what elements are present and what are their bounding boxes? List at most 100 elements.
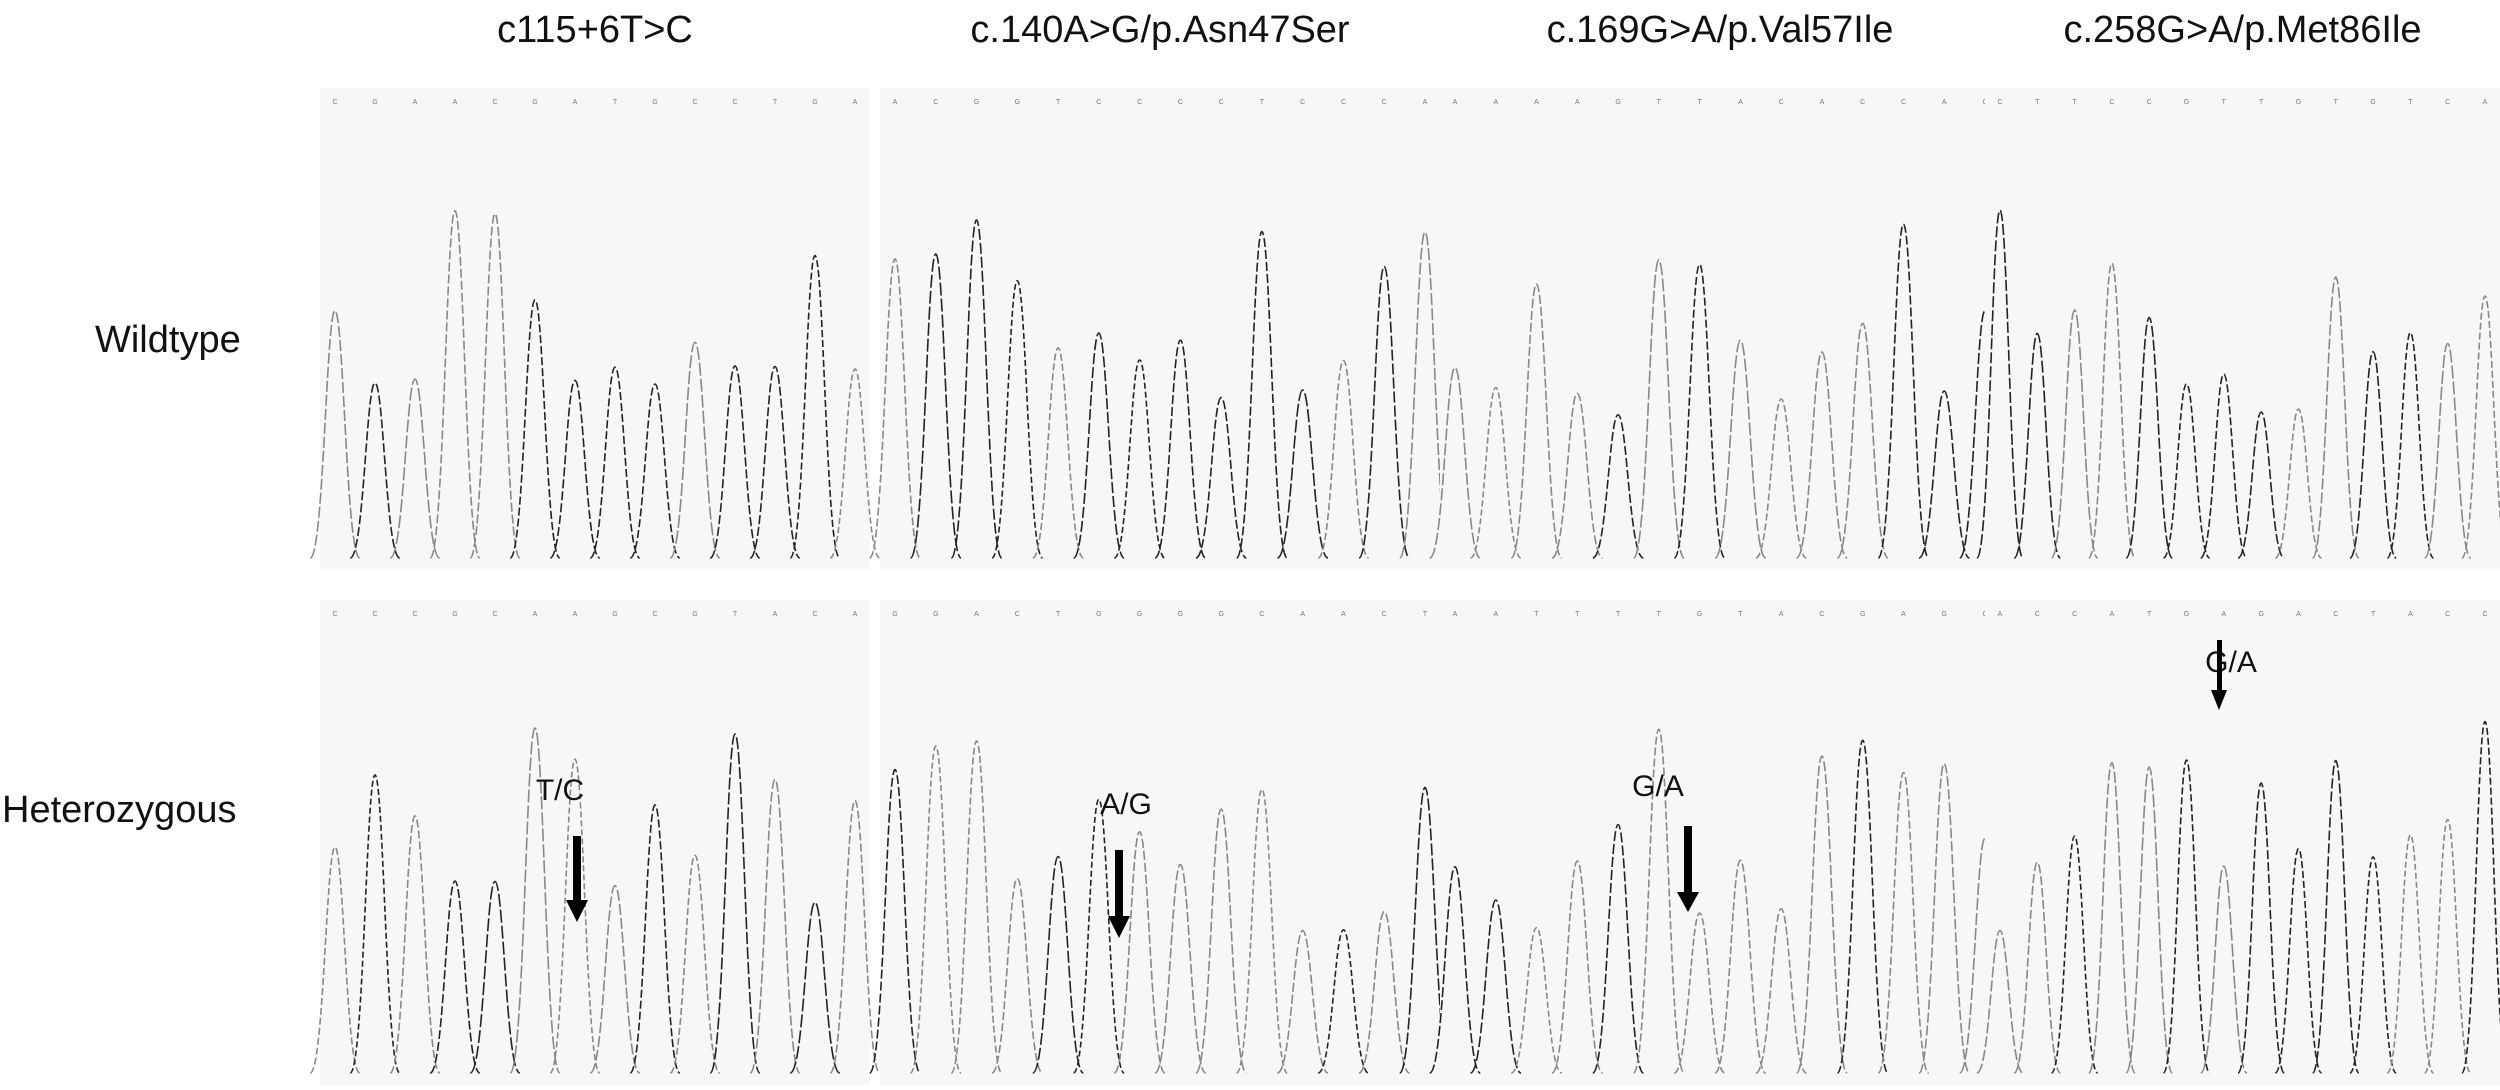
base-call-letter: T — [2035, 99, 2040, 106]
base-call-letter: G — [1137, 611, 1142, 618]
trace-peak — [2013, 861, 2062, 1074]
base-call-letter: C — [1819, 611, 1824, 618]
trace-peak — [1469, 386, 1522, 559]
base-call-letter: G — [892, 611, 897, 618]
base-call-letter: A — [1453, 611, 1458, 618]
arrow-down-icon — [1108, 850, 1130, 938]
base-call-letter: C — [1901, 99, 1906, 106]
base-call-letter: G — [1178, 611, 1183, 618]
base-call-letter: C — [1997, 99, 2002, 106]
base-call-letter: A — [1820, 99, 1825, 106]
trace-peak — [1795, 755, 1848, 1074]
base-call-letter: C — [732, 99, 737, 106]
base-call-letter: A — [533, 611, 538, 618]
trace-peak — [469, 880, 521, 1074]
base-call-letter: C — [492, 99, 497, 106]
base-call-letter: A — [1341, 611, 1346, 618]
base-call-letter: G — [1615, 99, 1620, 106]
trace-peak — [2311, 276, 2360, 559]
base-call-letter: T — [1575, 611, 1580, 618]
base-call-letter: A — [2221, 611, 2226, 618]
base-call-letter: T — [2371, 611, 2376, 618]
base-call-letter: C — [1178, 99, 1183, 106]
trace-peak — [709, 365, 761, 559]
trace-peak — [1755, 907, 1808, 1074]
base-call-letter: C — [332, 611, 337, 618]
trace-peak — [2349, 350, 2397, 559]
base-call-letter: G — [1697, 611, 1702, 618]
base-call-letter: A — [2296, 611, 2301, 618]
trace-peak — [2386, 331, 2435, 559]
base-call-letter: C — [1341, 99, 1346, 106]
chromatogram-heterozygous-2: G G A C T G G G G C A A C T A/G — [868, 600, 1452, 1085]
column-title-4: c.258G>A/p.Met86Ile — [2063, 9, 2422, 51]
trace-peak — [309, 309, 361, 559]
base-call-letter: C — [1382, 99, 1387, 106]
trace-peak — [1877, 223, 1930, 559]
base-call-letter: T — [1056, 99, 1061, 106]
base-call-letter: C — [492, 611, 497, 618]
column-title-3: c.169G>A/p.Val57Ile — [1546, 9, 1894, 51]
variant-label: G/A — [2205, 646, 2257, 679]
trace-peak — [950, 219, 1003, 559]
base-call-letter: G — [692, 611, 697, 618]
trace-peak — [1510, 283, 1563, 559]
base-call-letter: T — [1697, 99, 1702, 106]
trace-peak — [1032, 855, 1085, 1074]
base-call-letter: A — [1738, 99, 1743, 106]
trace-peak — [2274, 408, 2323, 559]
trace-peak — [2050, 309, 2099, 559]
trace-peak — [991, 279, 1044, 559]
base-call-letter: G — [1860, 611, 1865, 618]
trace-peak — [2088, 262, 2136, 559]
trace-peak — [868, 258, 922, 559]
trace-peak — [2162, 383, 2211, 559]
trace-peak — [2461, 720, 2500, 1074]
base-call-letter: A — [853, 99, 858, 106]
variant-label: T/C — [536, 774, 584, 807]
base-call-letter: T — [1738, 611, 1743, 618]
trace-peak — [1918, 762, 1971, 1074]
base-call-letter: A — [1575, 99, 1580, 106]
trace-peak — [1469, 899, 1522, 1074]
trace-peak — [909, 253, 962, 559]
base-call-letter: C — [1860, 99, 1865, 106]
base-call-letter: T — [1657, 99, 1662, 106]
trace-peak — [2199, 373, 2248, 559]
trace-peak — [669, 341, 721, 559]
base-call-letter: A — [413, 99, 418, 106]
base-call-letter: G — [2296, 99, 2301, 106]
base-call-letter: A — [1901, 611, 1906, 618]
base-call-letter: G — [1096, 611, 1101, 618]
base-call-letter: G — [612, 611, 617, 618]
base-call-letter: G — [974, 99, 979, 106]
base-call-letter: A — [1534, 99, 1539, 106]
trace-peak — [1235, 788, 1288, 1074]
base-call-letter: T — [613, 99, 618, 106]
trace-peak — [2461, 295, 2500, 559]
trace-peak — [2386, 834, 2435, 1074]
base-call-letter: T — [2334, 99, 2339, 106]
arrow-down-icon — [566, 836, 588, 922]
trace-peak — [1072, 798, 1125, 1074]
base-call-letter: C — [1382, 611, 1387, 618]
trace-peak — [309, 846, 361, 1074]
base-call-letter: A — [453, 99, 458, 106]
base-call-letter: T — [1616, 611, 1621, 618]
trace-peak — [1673, 263, 1726, 559]
trace-peak — [2237, 411, 2286, 559]
base-call-letter: G — [812, 99, 817, 106]
base-call-letter: C — [1259, 611, 1264, 618]
base-call-letter: A — [1300, 611, 1305, 618]
base-call-letter: C — [933, 99, 938, 106]
variant-annotation: G/A — [1632, 770, 1699, 912]
trace-peak — [1154, 863, 1207, 1074]
trace-peak — [1958, 837, 2012, 1074]
base-call-letter: T — [2259, 99, 2264, 106]
